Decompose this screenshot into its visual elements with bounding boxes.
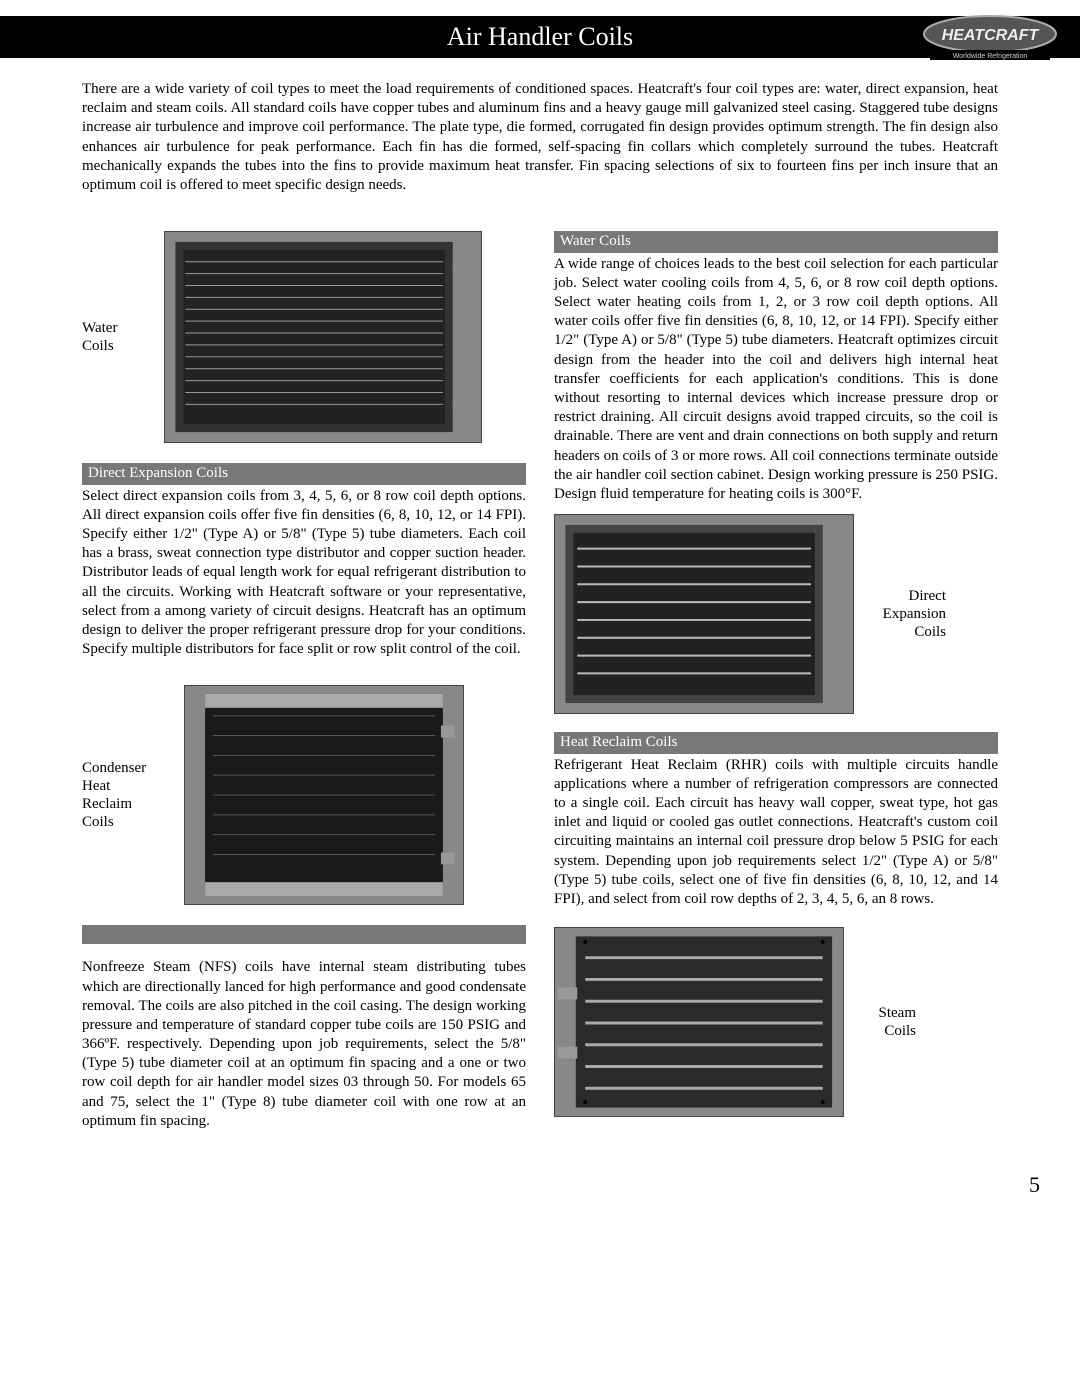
svg-text:Worldwide Refrigeration: Worldwide Refrigeration <box>953 53 1028 60</box>
header-bar: Air Handler Coils HEATCRAFT Worldwide Re… <box>0 16 1080 58</box>
steam-coil-image <box>554 927 844 1117</box>
steam-coils-body: Nonfreeze Steam (NFS) coils have interna… <box>82 958 526 1131</box>
dx-coil-image <box>554 514 854 714</box>
water-coil-figure: Water Coils <box>82 231 526 443</box>
right-column: Water Coils A wide range of choices lead… <box>554 231 998 1131</box>
dx-coils-header: Direct Expansion Coils <box>82 463 526 485</box>
two-column-layout: Water Coils <box>82 231 998 1131</box>
condenser-caption: Condenser Heat Reclaim Coils <box>82 759 152 831</box>
page-number: 5 <box>1029 1171 1040 1200</box>
water-coils-header: Water Coils <box>554 231 998 253</box>
page-footer: 5 <box>0 1171 1080 1211</box>
svg-text:HEATCRAFT: HEATCRAFT <box>942 27 1040 44</box>
water-coil-caption: Water Coils <box>82 319 152 355</box>
dx-figure: Direct Expansion Coils <box>554 514 998 714</box>
water-coils-body: A wide range of choices leads to the bes… <box>554 255 998 504</box>
heat-reclaim-header: Heat Reclaim Coils <box>554 732 998 754</box>
steam-header-blank <box>82 925 526 944</box>
condenser-figure: Condenser Heat Reclaim Coils <box>82 685 526 905</box>
dx-caption: Direct Expansion Coils <box>866 587 946 641</box>
steam-figure: Steam Coils <box>554 927 998 1117</box>
page-title: Air Handler Coils <box>447 20 633 54</box>
condenser-coil-image <box>184 685 464 905</box>
water-coil-image <box>164 231 482 443</box>
heat-reclaim-body: Refrigerant Heat Reclaim (RHR) coils wit… <box>554 756 998 910</box>
page-content: There are a wide variety of coil types t… <box>0 58 1080 1161</box>
intro-paragraph: There are a wide variety of coil types t… <box>82 80 998 195</box>
left-column: Water Coils <box>82 231 526 1131</box>
dx-coils-body: Select direct expansion coils from 3, 4,… <box>82 487 526 660</box>
heatcraft-logo: HEATCRAFT Worldwide Refrigeration <box>920 12 1060 60</box>
steam-caption: Steam Coils <box>856 1004 916 1040</box>
